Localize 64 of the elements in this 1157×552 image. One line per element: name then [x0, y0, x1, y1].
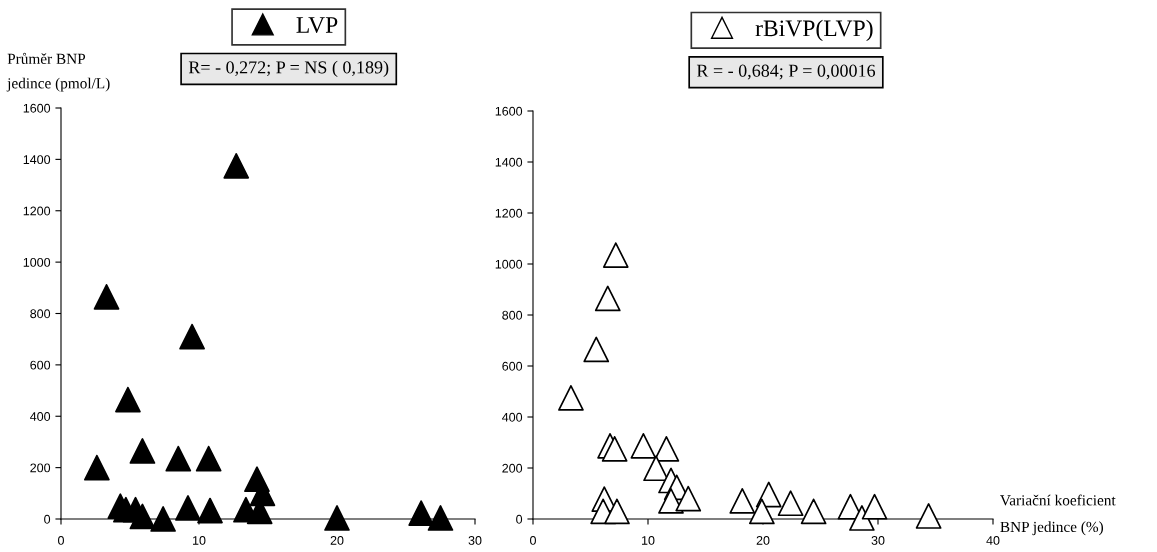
point — [643, 455, 669, 482]
y-tick-label: 600 — [502, 361, 523, 371]
x-tick-label: 20 — [330, 536, 344, 545]
point — [179, 323, 205, 350]
y-tick-label: 1600 — [495, 106, 523, 116]
point — [195, 445, 222, 472]
point — [729, 488, 756, 514]
point — [800, 498, 827, 525]
x-tick-label: 40 — [986, 536, 1000, 545]
point — [601, 436, 628, 462]
point — [675, 485, 702, 512]
y-tick-label: 1400 — [495, 157, 523, 167]
y-tick-label: 0 — [44, 514, 51, 524]
point — [604, 498, 630, 525]
point — [861, 493, 888, 520]
point — [583, 336, 610, 363]
point — [408, 500, 435, 526]
point — [558, 385, 584, 411]
y-tick-label: 200 — [30, 463, 51, 473]
point — [165, 445, 192, 472]
x-tick-label: 20 — [756, 536, 770, 545]
text: R= - 0,272; P = NS ( 0,189) — [188, 60, 389, 78]
text: R = - 0,684; P = 0,00016 — [696, 64, 876, 80]
y-tick-label: 1200 — [495, 208, 523, 218]
point — [129, 438, 156, 464]
legend-label: rBiVP(LVP) — [755, 19, 873, 42]
y-tick-label: 1600 — [23, 103, 51, 113]
y-tick-label: 400 — [502, 412, 523, 422]
y-tick-label: 1400 — [23, 155, 51, 165]
x-tick-label: 0 — [530, 536, 536, 545]
y-axis-title: Průměr BNP jedince (pmol/L) — [6, 52, 110, 92]
x-tick-label: 30 — [468, 536, 482, 545]
y-tick-label: 400 — [30, 412, 51, 421]
point — [630, 432, 657, 459]
y-tick-label: 800 — [30, 309, 51, 319]
point — [658, 488, 684, 514]
point — [777, 490, 804, 517]
x-tick-label: 0 — [58, 536, 64, 545]
point — [150, 506, 176, 532]
point — [594, 285, 621, 312]
point — [115, 386, 141, 413]
point — [748, 498, 775, 525]
x-tick-label: 10 — [193, 536, 206, 545]
point — [602, 242, 629, 268]
point — [84, 454, 110, 481]
y-tick-label: 800 — [502, 310, 523, 320]
y-tick-label: 0 — [516, 514, 523, 524]
point — [197, 497, 223, 524]
y-tick-label: 600 — [30, 360, 51, 370]
y-tick-label: 200 — [502, 463, 523, 473]
x-tick-label: 30 — [871, 536, 885, 545]
y-tick-label: 1200 — [23, 206, 51, 216]
point — [915, 503, 942, 529]
x-axis-title: Variační koeficient BNP jedince (%) — [1000, 494, 1116, 536]
point — [427, 505, 454, 531]
point — [93, 283, 120, 310]
point — [175, 495, 201, 521]
point — [223, 152, 250, 179]
point — [129, 503, 156, 530]
y-tick-label: 1000 — [23, 257, 51, 267]
y-tick-label: 1000 — [495, 259, 523, 269]
legend-label: LVP — [296, 17, 338, 34]
x-tick-label: 10 — [642, 536, 655, 545]
point — [324, 505, 350, 531]
